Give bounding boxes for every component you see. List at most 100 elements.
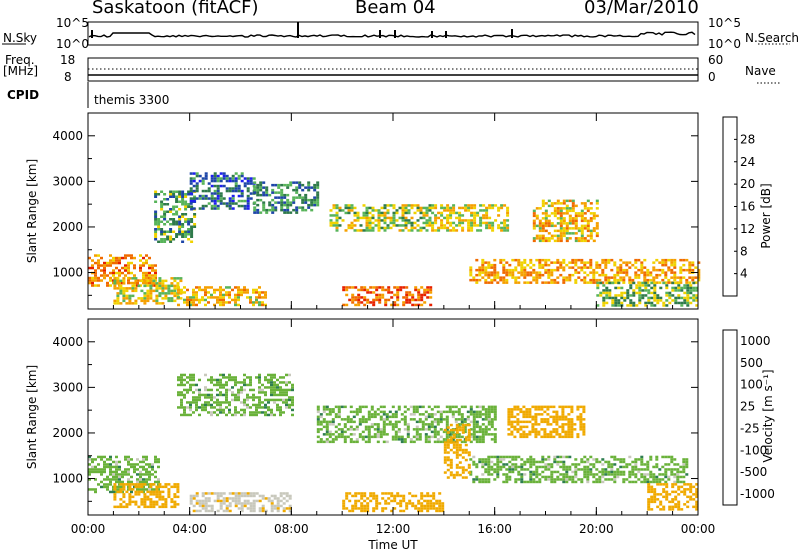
power-echo-cell (625, 268, 629, 272)
velocity-echo-cell (487, 415, 491, 419)
power-echo-cell (163, 213, 167, 216)
power-echo-cell (589, 278, 593, 282)
power-echo-cell (517, 271, 521, 274)
power-echo-cell (190, 208, 194, 211)
power-echo-cell (556, 237, 560, 240)
velocity-echo-cell (403, 410, 407, 414)
velocity-echo-cell (222, 497, 226, 500)
power-echo-cell (644, 304, 648, 307)
power-echo-cell (316, 186, 320, 189)
power-echo-cell (547, 222, 551, 225)
velocity-echo-cell (358, 420, 362, 424)
power-echo-cell (146, 292, 150, 295)
power-echo-cell (277, 201, 281, 204)
velocity-echo-cell (222, 386, 225, 389)
power-echo-cell (592, 268, 596, 272)
power-echo-cell (559, 239, 563, 243)
velocity-echo-cell (528, 420, 532, 424)
velocity-echo-cell (276, 378, 279, 382)
power-echo-cell (538, 273, 542, 277)
power-echo-cell (348, 286, 352, 289)
velocity-echo-cell (276, 504, 280, 508)
power-echo-cell (195, 172, 199, 175)
power-echo-cell (697, 268, 701, 272)
velocity-echo-cell (502, 463, 506, 466)
power-echo-cell (362, 211, 366, 215)
velocity-echo-cell (427, 425, 431, 429)
velocity-echo-cell (674, 495, 678, 499)
power-echo-cell (685, 278, 689, 282)
power-echo-cell (417, 293, 421, 297)
power-echo-cell (643, 273, 647, 277)
velocity-echo-cell (219, 492, 223, 495)
power-echo-cell (664, 276, 668, 279)
power-echo-cell (511, 268, 515, 272)
power-echo-cell (440, 211, 444, 215)
power-echo-cell (655, 258, 659, 262)
power-echo-cell (259, 183, 263, 187)
velocity-echo-cell (689, 498, 693, 501)
power-echo-cell (283, 208, 287, 212)
velocity-echo-cell (562, 480, 566, 484)
velocity-echo-cell (522, 430, 526, 434)
power-echo-cell (195, 189, 199, 193)
velocity-echo-cell (567, 420, 571, 424)
power-echo-cell (216, 199, 220, 203)
velocity-echo-cell (364, 425, 368, 429)
velocity-echo-cell (112, 465, 115, 469)
power-echo-cell (422, 211, 426, 215)
velocity-echo-cell (643, 480, 647, 484)
power-echo-cell (154, 193, 158, 196)
power-echo-cell (169, 218, 173, 221)
power-echo-cell (169, 238, 173, 241)
power-echo-cell (234, 202, 238, 205)
power-echo-cell (544, 212, 548, 215)
power-echo-cell (225, 291, 228, 294)
power-echo-cell (476, 214, 480, 217)
velocity-echo-cell (671, 485, 675, 489)
power-echo-cell (671, 294, 675, 297)
velocity-echo-cell (469, 435, 473, 439)
velocity-echo-cell (358, 433, 362, 436)
power-echo-cell (160, 220, 164, 223)
power-echo-cell (357, 288, 361, 292)
velocity-echo-cell (595, 458, 599, 461)
velocity-echo-cell (507, 415, 511, 419)
power-echo-cell (494, 219, 498, 222)
velocity-echo-cell (577, 463, 581, 466)
velocity-echo-cell (337, 405, 341, 409)
power-echo-cell (137, 297, 141, 300)
power-echo-cell (653, 289, 657, 292)
velocity-echo-cell (451, 405, 455, 409)
velocity-echo-cell (589, 463, 593, 466)
velocity-echo-cell (472, 460, 476, 464)
velocity-echo-cell (121, 470, 124, 474)
power-echo-cell (271, 183, 275, 187)
power-echo-cell (577, 258, 581, 262)
velocity-echo-cell (610, 463, 614, 466)
velocity-echo-cell (367, 435, 371, 439)
power-echo-cell (479, 219, 483, 222)
velocity-echo-cell (646, 478, 650, 481)
power-echo-cell (614, 299, 618, 302)
velocity-echo-cell (334, 415, 338, 419)
velocity-echo-cell (522, 433, 526, 436)
power-echo-cell (161, 302, 165, 305)
velocity-echo-cell (119, 488, 123, 491)
power-echo-cell (688, 281, 692, 284)
freq-label-1: Freq. (5, 53, 35, 67)
power-echo-cell (538, 261, 542, 264)
power-echo-cell (455, 229, 459, 232)
velocity-echo-cell (565, 468, 569, 471)
velocity-echo-cell (94, 468, 97, 471)
velocity-echo-cell (385, 423, 389, 426)
velocity-echo-cell (228, 401, 231, 404)
velocity-echo-cell (435, 499, 439, 503)
velocity-echo-cell (400, 438, 404, 441)
power-echo-cell (155, 297, 159, 300)
velocity-echo-cell (243, 403, 246, 407)
power-echo-cell (520, 268, 524, 272)
velocity-echo-cell (436, 410, 440, 414)
velocity-echo-cell (379, 418, 383, 421)
velocity-echo-cell (183, 406, 186, 409)
